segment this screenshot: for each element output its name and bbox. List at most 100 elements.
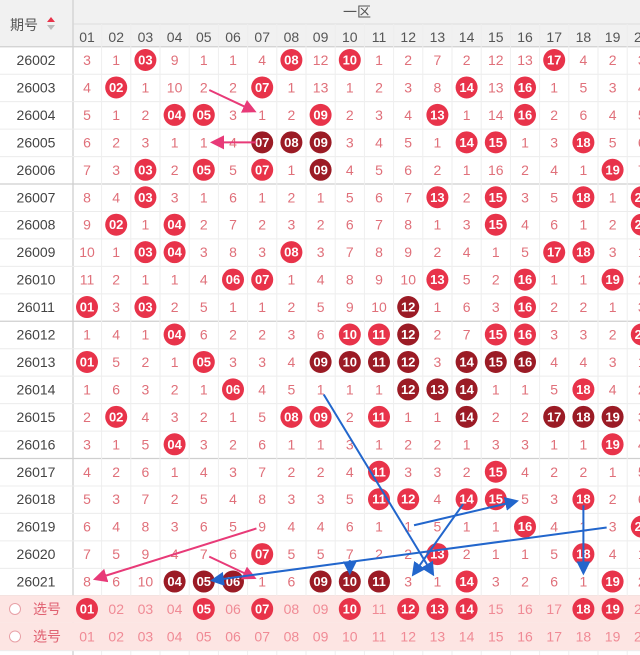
ball-number: 15: [489, 217, 503, 232]
miss-count: 12: [313, 52, 329, 68]
selectable-number[interactable]: 05: [196, 628, 212, 644]
selectable-number[interactable]: 04: [167, 628, 183, 644]
miss-count: 3: [521, 189, 529, 205]
selectable-number[interactable]: 17: [546, 628, 562, 644]
miss-count: 1: [580, 272, 588, 288]
miss-count: 2: [171, 162, 179, 178]
miss-count: 10: [167, 79, 183, 95]
ball-number: 20: [635, 519, 640, 534]
sort-icon[interactable]: [47, 17, 55, 30]
selectable-number[interactable]: 19: [605, 628, 621, 644]
miss-count: 4: [609, 546, 617, 562]
selected-number-ball[interactable]: [338, 598, 361, 620]
selectable-number[interactable]: 02: [108, 628, 124, 644]
miss-count: 1: [492, 519, 500, 535]
miss-count: 1: [171, 272, 179, 288]
selectable-number[interactable]: 12: [400, 628, 416, 644]
selected-number[interactable]: 13: [430, 602, 444, 617]
selectable-number[interactable]: 06: [225, 628, 241, 644]
selectable-number[interactable]: 08: [284, 601, 300, 617]
number-ball: [455, 570, 478, 593]
selected-number[interactable]: 18: [576, 602, 590, 617]
selected-number-ball[interactable]: [192, 598, 215, 620]
miss-count: 2: [550, 107, 558, 123]
selected-number-ball[interactable]: [76, 598, 98, 620]
miss-count: 2: [463, 189, 471, 205]
selectable-number[interactable]: 03: [138, 601, 154, 617]
selected-number[interactable]: 07: [255, 602, 269, 617]
miss-count: 4: [404, 107, 412, 123]
miss-count: 1: [200, 52, 208, 68]
select-checkbox[interactable]: [9, 603, 21, 615]
ball-number: 15: [489, 190, 503, 205]
miss-count: 6: [463, 299, 471, 315]
selectable-number[interactable]: 09: [313, 601, 329, 617]
selectable-number[interactable]: 17: [546, 601, 562, 617]
miss-count: 2: [434, 436, 442, 452]
number-cells: 3103911408121012721213174234021102207113…: [76, 49, 640, 593]
selected-number-ball[interactable]: [572, 598, 595, 620]
selectable-number[interactable]: 07: [254, 628, 270, 644]
miss-count: 1: [112, 244, 120, 260]
miss-count: 2: [404, 436, 412, 452]
selected-number-ball[interactable]: [251, 598, 274, 620]
selectable-number[interactable]: 16: [517, 601, 533, 617]
number-ball: [455, 131, 478, 154]
selectable-number[interactable]: 09: [313, 628, 329, 644]
selected-number[interactable]: 05: [197, 602, 211, 617]
selected-number-ball[interactable]: [601, 598, 624, 620]
miss-count: 2: [288, 464, 296, 480]
selectable-number[interactable]: 20: [634, 601, 640, 617]
miss-count: 10: [79, 244, 95, 260]
ball-number: 08: [284, 245, 298, 260]
miss-count: 9: [258, 519, 266, 535]
selectable-number[interactable]: 11: [372, 628, 387, 644]
column-header: 06: [225, 29, 241, 45]
miss-count: 4: [317, 272, 325, 288]
miss-count: 4: [609, 381, 617, 397]
selected-number[interactable]: 01: [80, 602, 94, 617]
number-ball: [397, 296, 420, 319]
miss-count: 1: [521, 546, 529, 562]
miss-count: 7: [258, 464, 266, 480]
number-ball: [484, 131, 507, 154]
ball-number: 03: [138, 53, 152, 68]
selectable-number[interactable]: 01: [79, 628, 95, 644]
miss-count: 13: [488, 79, 504, 95]
selectable-number[interactable]: 08: [284, 628, 300, 644]
selected-number-ball[interactable]: [397, 598, 420, 620]
period-header-label[interactable]: 期号: [10, 17, 38, 33]
selectable-number[interactable]: 14: [459, 628, 475, 644]
selected-number[interactable]: 12: [401, 602, 415, 617]
selectable-number[interactable]: 15: [488, 601, 504, 617]
selected-number[interactable]: 19: [605, 602, 619, 617]
number-ball: [192, 103, 215, 126]
selected-number-ball[interactable]: [426, 598, 449, 620]
selected-number-ball[interactable]: [455, 598, 478, 620]
selectable-number[interactable]: 15: [488, 628, 504, 644]
select-checkbox[interactable]: [9, 630, 21, 643]
selectable-number[interactable]: 02: [108, 601, 124, 617]
miss-count: 5: [550, 546, 558, 562]
ball-number: 12: [401, 382, 415, 397]
selectable-number[interactable]: 10: [342, 628, 358, 644]
selectable-number[interactable]: 03: [138, 628, 154, 644]
miss-count: 2: [317, 217, 325, 233]
selectable-number[interactable]: 06: [225, 601, 241, 617]
miss-count: 7: [200, 546, 208, 562]
selectable-number[interactable]: 20: [634, 628, 640, 644]
miss-count: 1: [346, 381, 354, 397]
ball-number: 05: [197, 107, 211, 122]
selectable-number[interactable]: 04: [167, 601, 183, 617]
selectable-number[interactable]: 13: [430, 628, 446, 644]
miss-count: 7: [346, 244, 354, 260]
column-header: 16: [517, 29, 533, 45]
period-label: 26003: [17, 79, 56, 95]
selectable-number[interactable]: 11: [372, 601, 387, 617]
selected-number[interactable]: 14: [459, 602, 474, 617]
number-ball: [514, 515, 536, 538]
selectable-number[interactable]: 16: [517, 628, 533, 644]
selected-number[interactable]: 10: [343, 602, 357, 617]
number-ball: [426, 268, 449, 291]
selectable-number[interactable]: 18: [576, 628, 592, 644]
